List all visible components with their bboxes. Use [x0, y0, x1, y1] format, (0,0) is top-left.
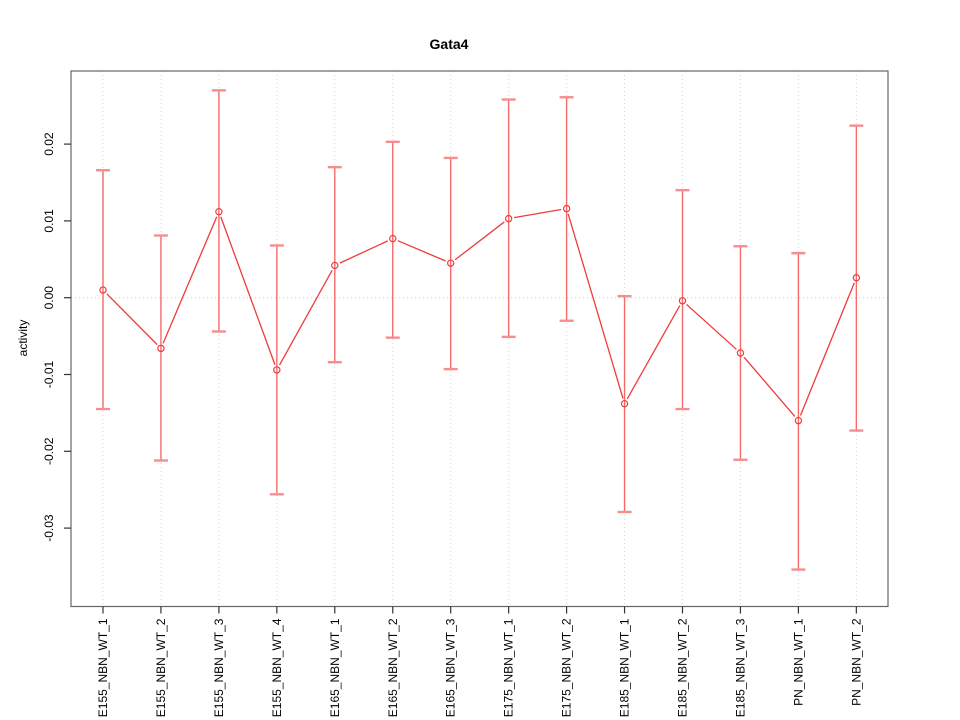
x-tick-label: E175_NBN_WT_2: [560, 618, 574, 717]
data-point: [562, 204, 571, 213]
series-segment: [278, 269, 333, 366]
x-tick-label: E165_NBN_WT_2: [386, 618, 400, 717]
y-tick-label: 0.01: [42, 209, 56, 233]
x-tick-label: E185_NBN_WT_3: [733, 618, 747, 717]
series-segment: [454, 221, 505, 261]
x-tick-label: E165_NBN_WT_1: [328, 618, 342, 717]
y-tick-label: 0.00: [42, 286, 56, 310]
data-point: [389, 234, 397, 243]
data-point: [852, 274, 861, 282]
series-segment: [162, 216, 218, 344]
x-tick-label: E155_NBN_WT_2: [154, 618, 168, 717]
series-segment: [513, 208, 562, 219]
data-point: [736, 349, 745, 357]
data-point: [331, 261, 339, 270]
series-segment: [220, 216, 276, 365]
y-tick-label: 0.02: [42, 132, 56, 156]
series-segment: [626, 305, 681, 400]
x-tick-label: E185_NBN_WT_2: [676, 618, 690, 717]
data-point: [99, 286, 107, 294]
series-segment: [686, 303, 737, 350]
series-segment: [106, 293, 158, 345]
plot-box: [70, 70, 889, 608]
y-tick-label: -0.03: [42, 514, 56, 542]
data-point: [273, 366, 281, 374]
chart-title: Gata4: [429, 36, 469, 52]
series-segment: [339, 240, 389, 264]
series-segment: [799, 282, 855, 416]
data-point: [504, 214, 513, 223]
data-point: [215, 207, 223, 216]
x-tick-label: E155_NBN_WT_3: [212, 618, 226, 717]
y-tick-label: -0.02: [42, 437, 56, 465]
series-segment: [743, 356, 796, 417]
x-tick-label: E155_NBN_WT_1: [96, 618, 110, 717]
series-segment: [567, 213, 624, 399]
series-segment: [397, 240, 446, 262]
data-point: [678, 297, 687, 305]
x-tick-label: E175_NBN_WT_1: [502, 618, 516, 717]
data-point: [157, 344, 165, 353]
x-tick-label: E165_NBN_WT_3: [444, 618, 458, 717]
data-point: [794, 416, 803, 425]
y-tick-label: -0.01: [42, 361, 56, 389]
x-tick-label: PN_NBN_WT_2: [849, 618, 863, 706]
x-tick-label: E155_NBN_WT_4: [270, 618, 284, 717]
data-point: [447, 259, 455, 267]
x-tick-label: E185_NBN_WT_1: [618, 618, 632, 717]
data-point: [620, 399, 629, 408]
x-tick-label: PN_NBN_WT_1: [791, 618, 805, 706]
